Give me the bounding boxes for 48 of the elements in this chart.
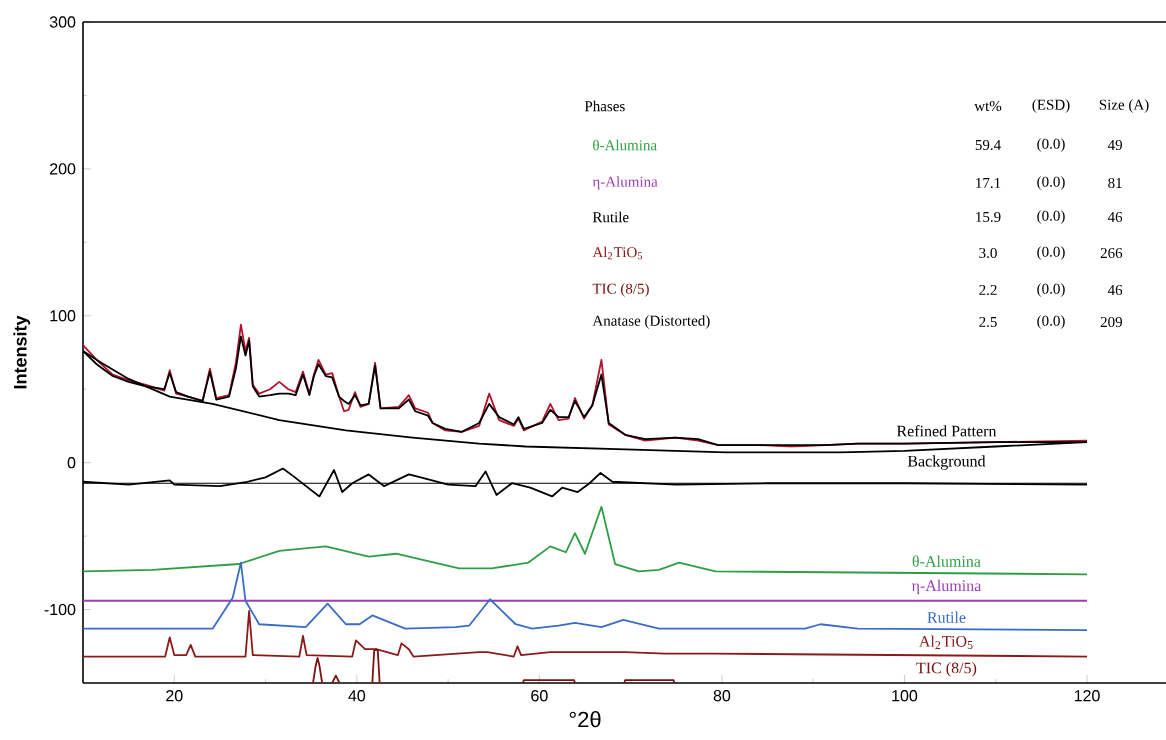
annotation: Al$_{2}$TiO$_{5}$ — [592, 246, 643, 260]
annotation: 3.0 — [979, 247, 997, 259]
annotation: (0.0) — [1037, 138, 1065, 152]
text: TIC (8/5) — [916, 662, 977, 677]
x-tick-label: 60 — [531, 690, 548, 702]
annotation: 2.5 — [979, 316, 997, 328]
series-label: Refined Pattern — [896, 425, 997, 437]
x-tick-label: 120 — [1074, 690, 1100, 702]
annotation: Phases — [584, 100, 625, 112]
annotation: η-Alumina — [592, 176, 658, 190]
series-label: θ-Alumina — [912, 555, 981, 567]
y-axis-title: Intensity — [13, 315, 31, 389]
x-axis-title: °2θ — [569, 711, 601, 728]
annotation: TIC (8/5) — [592, 283, 649, 297]
annotation: (ESD) — [1032, 99, 1070, 113]
x-tick-label: 100 — [892, 690, 918, 702]
text: 81 — [1108, 177, 1122, 189]
annotation: (0.0) — [1037, 176, 1065, 190]
y-tick-label: -100 — [44, 603, 76, 616]
text: 46 — [1107, 284, 1123, 296]
series-label: Rutile — [927, 611, 966, 623]
series-label: η-Alumina — [911, 579, 982, 595]
annotation: Rutile — [592, 211, 629, 223]
text: 209 — [1100, 316, 1122, 328]
annotation: 2.2 — [979, 284, 997, 296]
annotation: 59.4 — [975, 139, 1001, 151]
annotation: wt% — [974, 100, 1002, 112]
annotation: (0.0) — [1037, 315, 1065, 329]
text: Size (A) — [1099, 99, 1149, 113]
x-tick-label: 40 — [348, 690, 366, 702]
annotation: 15.9 — [976, 211, 1001, 223]
annotation: Anatase (Distorted) — [592, 315, 710, 329]
x-tick-label: 80 — [713, 690, 731, 702]
y-tick-label: 200 — [50, 163, 76, 175]
y-tick-label: 0 — [67, 457, 76, 469]
series-label: Al$_{2}$TiO$_{5}$ — [919, 635, 973, 650]
annotation: (0.0) — [1037, 210, 1065, 224]
y-tick-label: 300 — [49, 16, 76, 28]
text: 46 — [1107, 211, 1123, 223]
x-tick-label: 20 — [166, 690, 183, 702]
annotation: θ-Alumina — [593, 139, 657, 151]
text: 49 — [1107, 139, 1122, 151]
y-tick-label: 100 — [50, 310, 76, 322]
annotation: (0.0) — [1037, 246, 1065, 260]
text: 266 — [1100, 247, 1123, 259]
series-label: Background — [907, 455, 986, 470]
annotation: (0.0) — [1037, 283, 1065, 297]
annotation: 17.1 — [976, 177, 1001, 189]
